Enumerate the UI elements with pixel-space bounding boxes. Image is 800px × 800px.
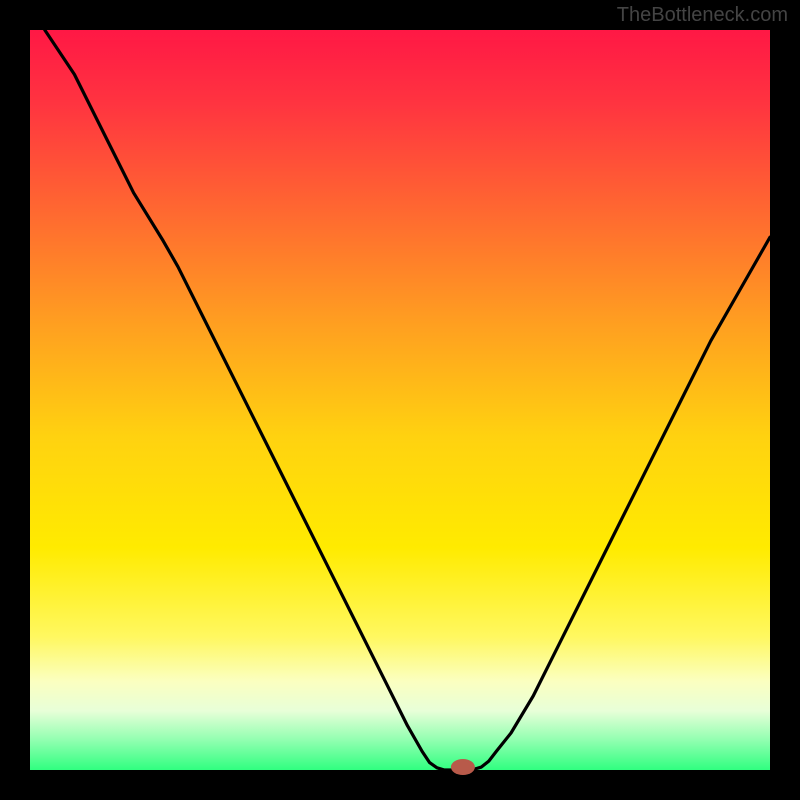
chart-container: TheBottleneck.com [0, 0, 800, 800]
optimal-point-marker [451, 759, 475, 775]
chart-plot-background [30, 30, 770, 770]
watermark-text: TheBottleneck.com [617, 4, 788, 27]
bottleneck-chart [0, 0, 800, 800]
